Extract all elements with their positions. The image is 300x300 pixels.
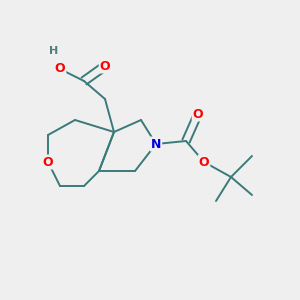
Text: N: N [151,137,161,151]
Text: O: O [100,59,110,73]
Text: O: O [193,107,203,121]
Text: H: H [50,46,58,56]
Text: O: O [199,155,209,169]
Text: O: O [43,155,53,169]
Text: O: O [55,62,65,76]
